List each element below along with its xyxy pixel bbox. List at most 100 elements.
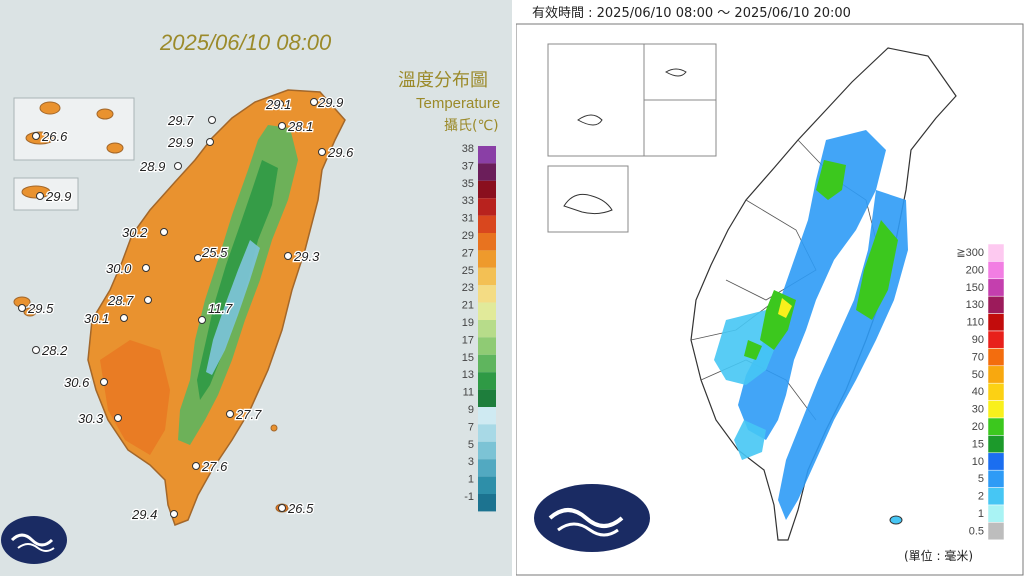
station-temperature: 28.9 xyxy=(139,159,165,174)
legend-label: 27 xyxy=(462,247,474,259)
legend-label: 37 xyxy=(462,160,474,172)
legend-label: 21 xyxy=(462,300,474,312)
rain-legend-label: 20 xyxy=(972,421,984,433)
rain-legend-swatch xyxy=(987,382,1005,401)
rain-legend-swatch xyxy=(987,487,1005,506)
rain-legend-label: 15 xyxy=(972,438,984,450)
rain-legend-swatch xyxy=(987,435,1005,454)
legend-swatch xyxy=(478,233,496,251)
rain-legend-label: 10 xyxy=(972,456,984,468)
legend-swatch xyxy=(478,320,496,338)
station-temperature: 28.2 xyxy=(41,343,68,358)
legend-label: 19 xyxy=(462,317,474,329)
legend-swatch xyxy=(478,354,496,373)
station-marker xyxy=(100,378,108,386)
station-marker xyxy=(194,254,202,262)
rain-legend-label: 2 xyxy=(978,491,984,503)
station-marker xyxy=(278,122,286,130)
rain-legend-swatch xyxy=(987,348,1005,367)
legend-label: 1 xyxy=(468,474,474,486)
station-marker xyxy=(142,264,150,272)
legend-swatch xyxy=(478,476,496,494)
legend-swatch xyxy=(478,424,496,442)
legend-swatch xyxy=(478,441,496,460)
rain-legend-swatch xyxy=(987,261,1005,280)
station-temperature: 29.9 xyxy=(317,95,343,110)
rain-legend-swatch xyxy=(987,469,1005,488)
legend-swatch xyxy=(478,337,496,355)
legend-label: 15 xyxy=(462,352,474,364)
station-temperature: 29.3 xyxy=(293,249,320,264)
legend-label: 5 xyxy=(468,439,474,451)
rain-legend-swatch xyxy=(987,417,1005,436)
rain-legend-label: 0.5 xyxy=(969,525,984,537)
station-marker xyxy=(198,316,206,324)
station-layer: 26.629.929.528.229.729.1 29.928.129.928.9… xyxy=(18,94,355,523)
station-temperature: 27.7 xyxy=(235,407,262,422)
legend-label: 17 xyxy=(462,334,474,346)
rainfall-map-panel: 有效時間 : 2025/06/10 08:00 ～ 2025/06/10 20:… xyxy=(516,0,1024,576)
station-temperature: 29.9 xyxy=(167,135,193,150)
legend-label: 33 xyxy=(462,195,474,207)
rain-legend-label: 40 xyxy=(972,386,984,398)
station-marker xyxy=(114,414,122,422)
station-marker xyxy=(310,98,318,106)
station-temperature: 30.3 xyxy=(78,411,104,426)
station-temperature: 30.6 xyxy=(64,375,90,390)
station-temperature: 29.1 xyxy=(265,97,291,112)
legend-swatch xyxy=(478,250,496,268)
east-islands xyxy=(270,424,289,513)
legend-label: 38 xyxy=(462,143,474,155)
station-temperature: 29.5 xyxy=(27,301,54,316)
station-temperature: 26.5 xyxy=(287,501,314,516)
legend-label: 13 xyxy=(462,369,474,381)
legend-swatch xyxy=(478,372,496,390)
station-temperature: 29.4 xyxy=(131,507,157,522)
legend-swatch xyxy=(478,285,496,303)
station-marker xyxy=(174,162,182,170)
taiwan-island xyxy=(87,89,346,526)
rain-legend-swatch xyxy=(987,522,1005,541)
cwa-logo-icon-right xyxy=(534,484,650,552)
legend-swatch xyxy=(478,494,496,512)
station-marker xyxy=(192,462,200,470)
legend-swatch xyxy=(478,389,496,407)
legend-swatch xyxy=(478,267,496,286)
station-marker xyxy=(208,116,216,124)
temperature-map-panel: 26.6 29.9 29.5 28.2 29.7 29.1 29.9 28.1 29.9 28.9… xyxy=(0,0,512,576)
rainfall-map: 有效時間 : 2025/06/10 08:00 ～ 2025/06/10 20:… xyxy=(516,6,1024,576)
station-marker xyxy=(160,228,168,236)
rain-legend-label: 130 xyxy=(966,299,984,311)
station-marker xyxy=(278,504,286,512)
rain-legend-swatch xyxy=(987,504,1005,523)
legend-label: 35 xyxy=(462,178,474,190)
legend-swatch xyxy=(478,146,496,164)
temperature-map: 26.629.929.528.229.729.1 29.928.129.928.9… xyxy=(1,30,500,564)
legend-label: 7 xyxy=(468,421,474,433)
station-marker xyxy=(32,346,40,354)
rain-legend-swatch xyxy=(987,365,1005,384)
rain-legend-swatch xyxy=(987,295,1005,314)
rain-legend-label: 1 xyxy=(978,508,984,520)
rain-legend-swatch xyxy=(987,313,1005,332)
station-marker xyxy=(318,148,326,156)
rain-legend-label: 5 xyxy=(978,473,984,485)
valid-time: 有效時間 : 2025/06/10 08:00 ～ 2025/06/10 20:… xyxy=(532,6,851,21)
station-temperature: 28.7 xyxy=(107,293,134,308)
wuqiu-inset-box xyxy=(643,99,717,157)
legend-label: 29 xyxy=(462,230,474,242)
station-temperature: 29.7 xyxy=(167,113,194,128)
legend-label: 31 xyxy=(462,213,474,225)
rain-legend-label: ≧300 xyxy=(956,247,984,259)
rainfall-legend: ≧300 200 150 130 110 90 70 50 40 30 20 15 10 5 2 1 0.5 xyxy=(956,243,1005,541)
rain-legend-label: 110 xyxy=(966,317,984,329)
station-temperature: 29.9 xyxy=(45,189,71,204)
rain-legend-swatch xyxy=(987,400,1005,419)
legend-label: 11 xyxy=(463,387,474,399)
station-marker xyxy=(284,252,292,260)
rain-legend-label: 30 xyxy=(972,404,984,416)
station-marker xyxy=(226,410,234,418)
legend-label: 25 xyxy=(462,265,474,277)
station-marker xyxy=(18,304,26,312)
